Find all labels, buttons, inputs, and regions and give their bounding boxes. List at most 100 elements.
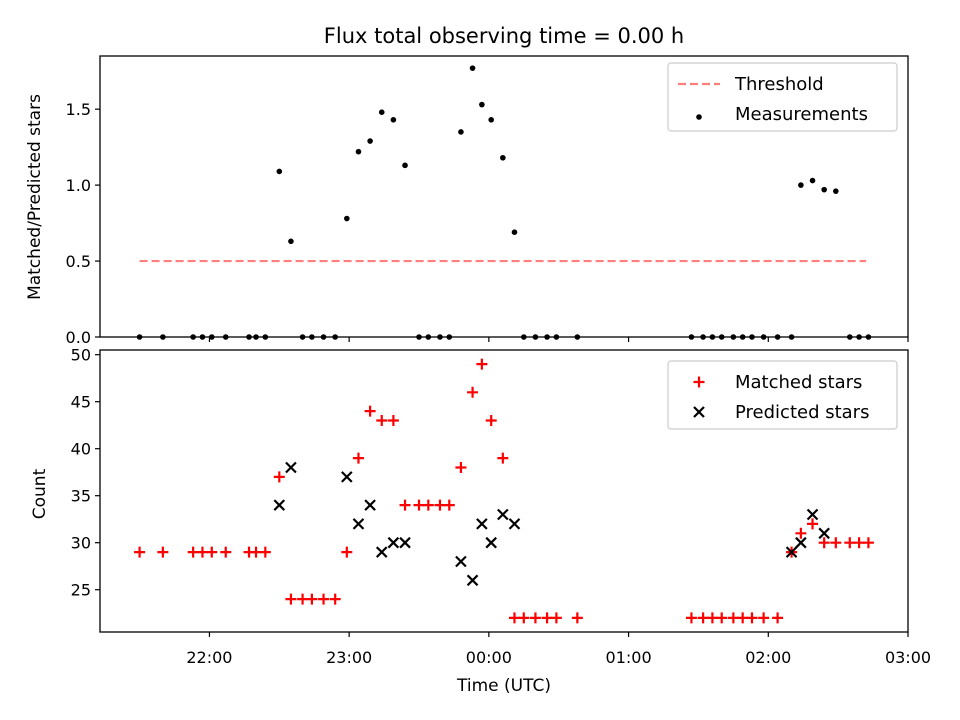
matched-star-marker [497, 452, 509, 464]
measurement-point [833, 188, 839, 194]
predicted-star-marker [455, 555, 467, 568]
matched-star-marker [134, 546, 146, 558]
matched-star-marker [443, 499, 455, 511]
x-tick-label: 02:00 [745, 648, 791, 667]
predicted-star-marker [476, 518, 488, 530]
bottom-y-tick-label: 30 [71, 534, 91, 553]
matched-star-marker [476, 358, 488, 370]
measurement-point [798, 182, 804, 188]
measurement-point [402, 162, 408, 169]
bottom-legend-box [667, 360, 898, 430]
matched-star-marker [352, 452, 364, 464]
measurement-point [500, 154, 506, 161]
matched-star-marker [259, 546, 271, 558]
top-legend: Threshold Measurements [667, 62, 898, 132]
matched-star-marker [508, 612, 520, 624]
bottom-y-tick-label: 35 [71, 487, 91, 506]
predicted-star-marker [497, 508, 509, 521]
x-tick-label: 01:00 [606, 648, 652, 667]
matched-star-marker [818, 537, 830, 549]
measurement-point [378, 109, 385, 115]
measurement-point [821, 186, 827, 193]
measurement-point [479, 101, 485, 108]
matched-star-marker [746, 612, 758, 624]
matched-star-marker [830, 537, 842, 549]
measurement-point [390, 116, 397, 123]
matched-star-marker [318, 593, 330, 605]
predicted-star-marker [466, 574, 479, 587]
matched-star-marker [758, 612, 770, 624]
matched-star-marker [306, 593, 318, 605]
bottom-y-tick-label: 25 [71, 581, 91, 600]
matched-star-marker [196, 546, 208, 558]
matched-star-marker [706, 612, 718, 624]
matched-star-marker [455, 462, 467, 473]
matched-star-marker [413, 499, 425, 511]
predicted-star-marker [375, 546, 388, 558]
matched-star-marker [529, 612, 541, 624]
top-y-tick-label: 0.0 [66, 328, 91, 347]
top-legend-box [667, 62, 898, 132]
matched-star-marker [364, 405, 376, 417]
measurement-point [458, 129, 464, 135]
matched-star-marker [422, 499, 434, 511]
matched-star-marker [571, 612, 583, 624]
predicted-star-marker [508, 518, 521, 530]
predicted-star-marker [387, 536, 400, 549]
matched-star-marker [844, 537, 856, 549]
bottom-y-tick-label: 45 [71, 393, 91, 412]
predicted-star-marker [341, 471, 353, 483]
predicted-star-marker [818, 527, 830, 540]
measurement-point [511, 229, 518, 235]
x-tick-label: 03:00 [885, 648, 931, 667]
measurement-point [288, 238, 294, 245]
measurement-point [469, 65, 476, 71]
x-tick-label: 22:00 [186, 648, 232, 667]
matched-star-marker [550, 612, 562, 624]
legend-measurement-swatch [696, 114, 702, 120]
matched-star-marker [434, 499, 446, 511]
predicted-star-marker [806, 508, 819, 521]
matched-star-marker [727, 612, 739, 624]
matched-star-marker [518, 612, 530, 624]
matched-star-marker [297, 593, 309, 605]
matched-star-marker [157, 546, 169, 558]
bottom-y-tick-label: 50 [71, 346, 91, 365]
measurement-point [276, 168, 283, 175]
predicted-star-marker [485, 536, 497, 549]
matched-star-marker [807, 518, 819, 530]
matched-star-marker [329, 593, 341, 605]
top-y-tick-label: 1.5 [66, 100, 91, 119]
predicted-star-marker [785, 546, 798, 558]
predicted-star-marker [795, 536, 807, 549]
matched-star-marker [273, 471, 285, 483]
matched-star-marker [772, 612, 784, 624]
matched-star-marker [716, 612, 728, 624]
matched-star-marker [862, 537, 874, 549]
predicted-star-marker [399, 536, 411, 549]
matched-star-marker [737, 612, 749, 624]
matched-star-marker [467, 386, 479, 398]
x-axis-label: Time (UTC) [456, 676, 551, 696]
matched-star-marker [250, 546, 262, 558]
top-y-axis-label: Matched/Predicted stars [25, 94, 45, 300]
legend-label: Threshold [734, 74, 824, 95]
bottom-y-axis-label: Count [30, 468, 50, 519]
legend-label: Matched stars [735, 372, 862, 393]
top-y-tick-label: 0.5 [66, 252, 91, 271]
matched-star-marker [376, 415, 388, 426]
bottom-axes-frame [99, 349, 909, 633]
legend-matched-swatch [693, 376, 705, 388]
top-axes-frame [99, 55, 909, 338]
matched-star-marker [341, 546, 353, 558]
matched-star-marker [853, 537, 865, 549]
predicted-star-marker [273, 499, 286, 511]
predicted-star-marker [364, 499, 376, 511]
legend-predicted-swatch [693, 406, 705, 418]
top-y-tick-label: 1.0 [66, 176, 91, 195]
legend-label: Predicted stars [735, 402, 869, 423]
matched-star-marker [399, 499, 411, 511]
matched-star-marker [387, 415, 399, 426]
bottom-legend: Matched stars Predicted stars [667, 360, 898, 430]
